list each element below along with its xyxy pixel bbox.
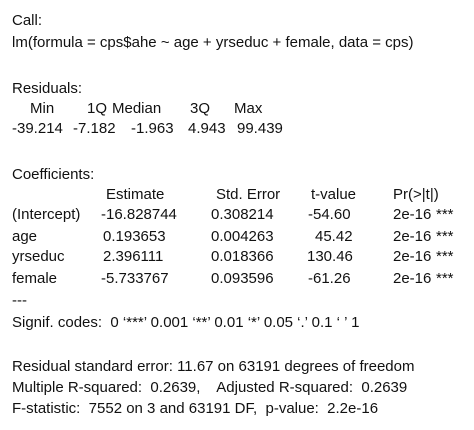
- residuals-value-min: -39.214: [12, 120, 63, 137]
- coef-t-value: -61.26: [308, 270, 351, 287]
- coef-std-error: 0.018366: [211, 248, 274, 265]
- coef-t-value: 45.42: [315, 228, 353, 245]
- residuals-value-3q: 4.943: [188, 120, 226, 137]
- coef-header-estimate: Estimate: [106, 186, 165, 203]
- residuals-value-max: 99.439: [237, 120, 283, 137]
- residuals-header-median: Median: [112, 100, 162, 117]
- coef-estimate: -5.733767: [101, 270, 169, 287]
- residuals-value-median: -1.963: [131, 120, 174, 137]
- coef-term: age: [12, 228, 38, 245]
- coef-estimate: 2.396111: [103, 248, 164, 265]
- coef-t-value: -54.60: [308, 206, 351, 223]
- coef-t-value: 130.46: [307, 248, 353, 265]
- residuals-header-max: Max: [234, 100, 263, 117]
- coef-header-std-error: Std. Error: [216, 186, 281, 203]
- coef-estimate: 0.193653: [103, 228, 166, 245]
- residual-standard-error: Residual standard error: 11.67 on 63191 …: [12, 358, 415, 375]
- coef-std-error: 0.308214: [211, 206, 274, 223]
- coef-term: yrseduc: [12, 248, 65, 265]
- coef-estimate: -16.828744: [101, 206, 177, 223]
- coef-header-p-value: Pr(>|t|): [393, 186, 439, 203]
- residuals-header-1q: 1Q: [87, 100, 108, 117]
- coef-header-t-value: t-value: [311, 186, 357, 203]
- coef-stars: ***: [436, 228, 454, 245]
- call-formula: lm(formula = cps$ahe ~ age + yrseduc + f…: [12, 34, 414, 51]
- call-heading: Call:: [12, 12, 43, 29]
- signif-codes: Signif. codes: 0 ‘***’ 0.001 ‘**’ 0.01 ‘…: [12, 314, 360, 331]
- coef-std-error: 0.093596: [211, 270, 274, 287]
- coef-stars: ***: [436, 248, 454, 265]
- coef-p-value: 2e-16: [393, 248, 432, 265]
- coef-std-error: 0.004263: [211, 228, 274, 245]
- coef-stars: ***: [436, 270, 454, 287]
- coef-p-value: 2e-16: [393, 206, 432, 223]
- coefficients-heading: Coefficients:: [12, 166, 95, 183]
- coef-stars: ***: [436, 206, 454, 223]
- coef-term: female: [12, 270, 58, 287]
- coef-term: (Intercept): [12, 206, 81, 223]
- residuals-value-1q: -7.182: [73, 120, 116, 137]
- coef-p-value: 2e-16: [393, 270, 432, 287]
- residuals-heading: Residuals:: [12, 80, 83, 97]
- coef-separator: ---: [12, 292, 27, 309]
- residuals-header-min: Min: [30, 100, 55, 117]
- r-squared: Multiple R-squared: 0.2639, Adjusted R-s…: [12, 379, 408, 396]
- residuals-header-3q: 3Q: [190, 100, 211, 117]
- coef-p-value: 2e-16: [393, 228, 432, 245]
- f-statistic: F-statistic: 7552 on 3 and 63191 DF, p-v…: [12, 400, 379, 417]
